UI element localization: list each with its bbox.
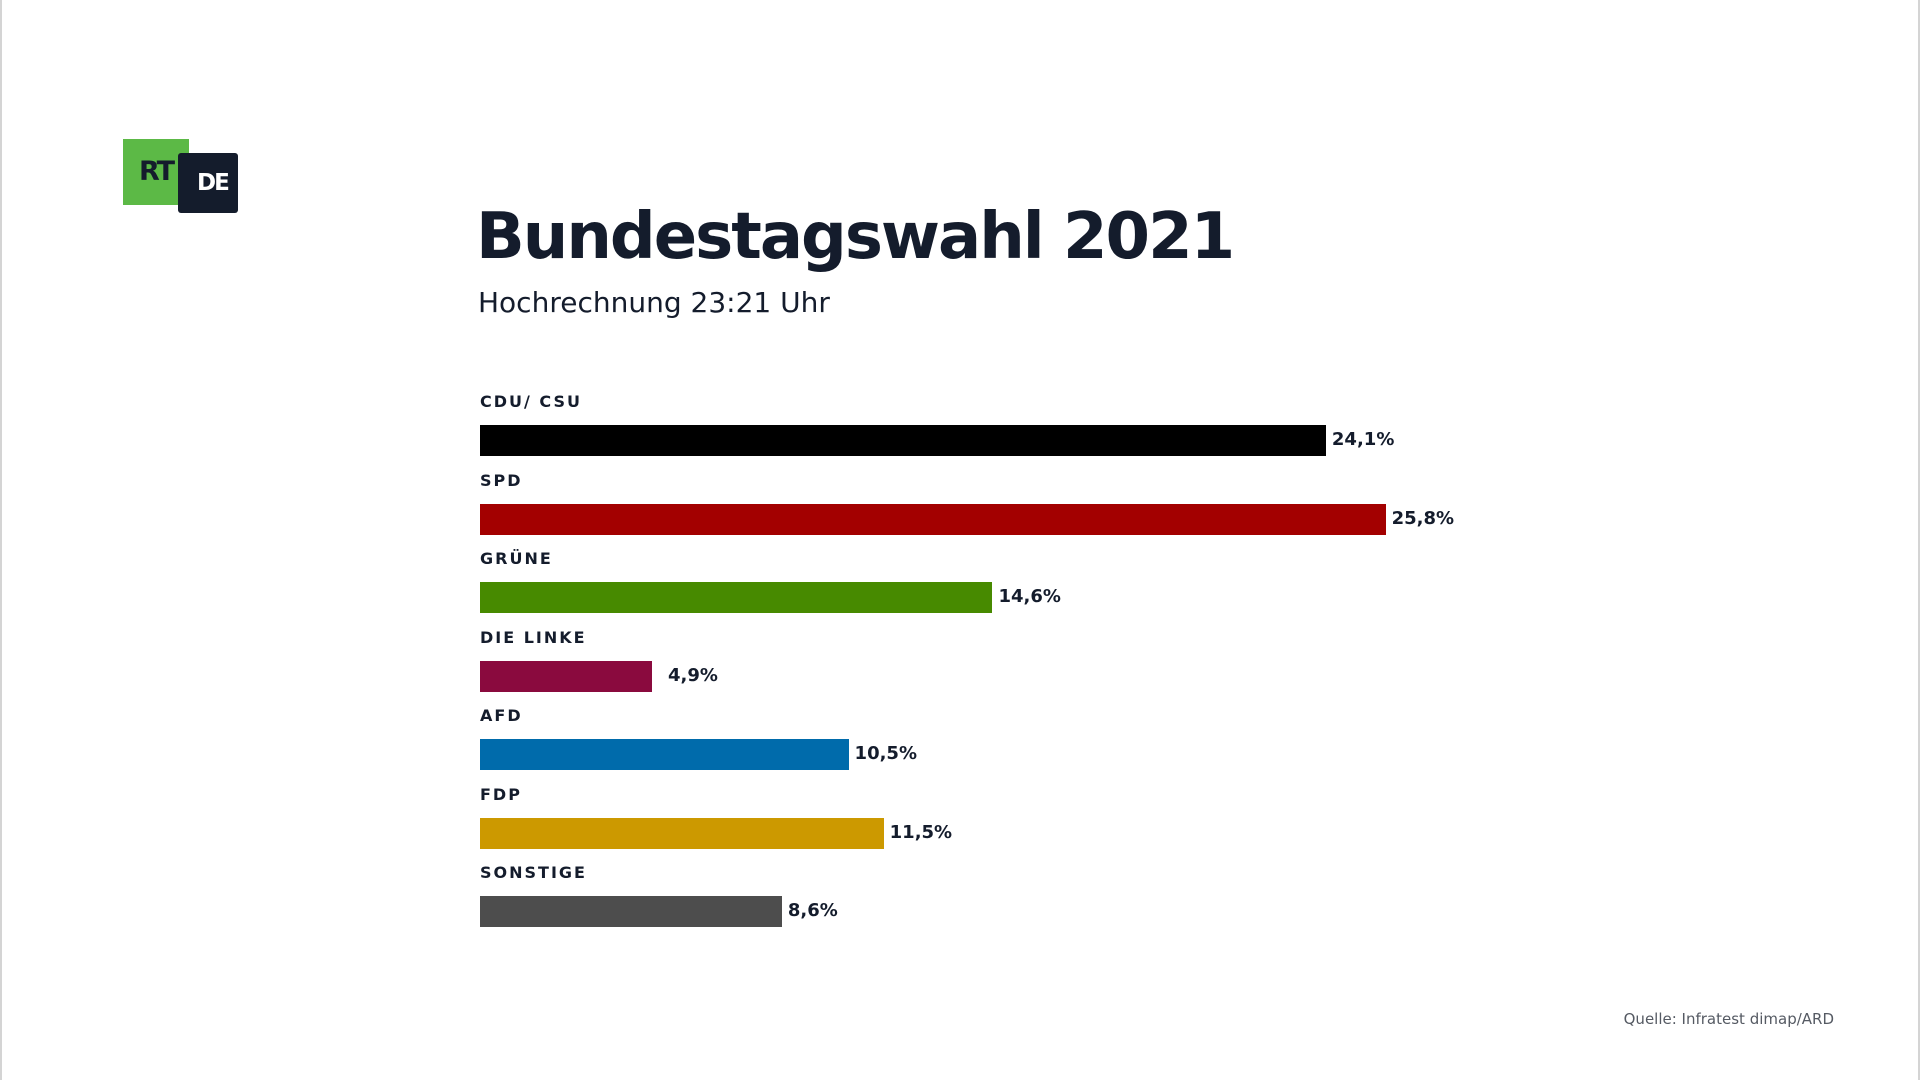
party-label: CDU/ CSU	[480, 392, 582, 411]
value-label: 10,5%	[854, 743, 917, 764]
page-title: Bundestagswahl 2021	[476, 200, 1235, 274]
value-label: 11,5%	[889, 821, 953, 843]
bar	[480, 739, 849, 770]
bar	[480, 425, 1326, 456]
page-subtitle: Hochrechnung 23:21 Uhr	[478, 286, 830, 319]
value-label: 25,8%	[1391, 507, 1455, 529]
party-label: DIE LINKE	[480, 627, 587, 647]
logo-de-block: DE	[178, 153, 238, 213]
value-label: 4,9%	[667, 664, 718, 686]
rt-de-logo: RT DE	[123, 139, 239, 215]
frame-right-border	[1918, 0, 1920, 1080]
party-label: GRÜNE	[480, 549, 553, 568]
bar	[480, 503, 1386, 535]
party-label: SONSTIGE	[480, 863, 587, 882]
bar	[480, 817, 884, 849]
frame-left-border	[0, 0, 2, 1080]
bar	[480, 582, 993, 613]
party-label: FDP	[480, 784, 522, 804]
value-label: 24,1%	[1331, 429, 1395, 450]
source-note: Quelle: Infratest dimap/ARD	[1623, 1010, 1834, 1028]
bar	[480, 660, 652, 692]
party-label: AFD	[480, 706, 523, 725]
value-label: 14,6%	[998, 586, 1061, 607]
value-label: 8,6%	[787, 900, 838, 921]
party-label: SPD	[480, 470, 523, 490]
bar	[480, 896, 782, 927]
